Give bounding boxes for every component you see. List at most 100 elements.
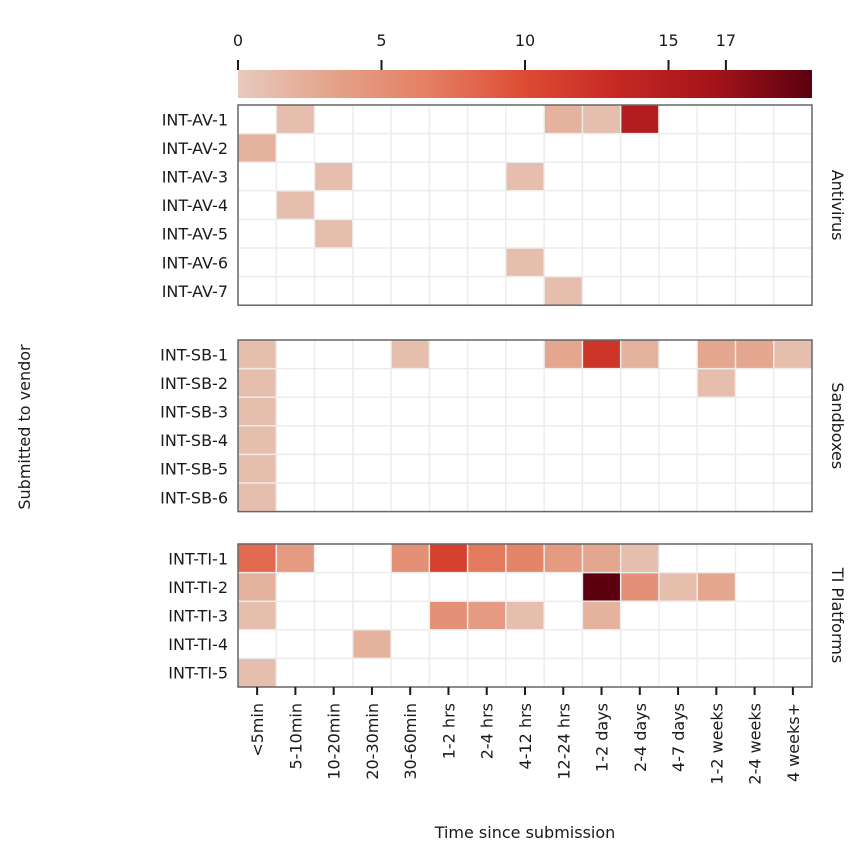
row-label: INT-AV-3	[162, 168, 228, 187]
x-axis: <5min 5-10min 10-20min 20-30min 30-60min 1-2 …	[248, 687, 803, 785]
panel-strip-label: TI Platforms	[828, 567, 847, 663]
y-axis-title: Submitted to vendor	[15, 344, 34, 510]
x-tick-label: 2-4 hrs	[478, 703, 497, 759]
colorbar: 0 5 10 15 17	[233, 31, 812, 98]
x-tick-label: 1-2 weeks	[707, 703, 726, 785]
row-label: INT-AV-4	[162, 196, 228, 215]
heatmap-cell	[658, 572, 698, 602]
row-label: INT-AV-1	[162, 110, 228, 129]
x-tick-label: <5min	[248, 703, 267, 757]
heatmap-cell	[544, 544, 583, 573]
colorbar-ticks: 0 5 10 15 17	[233, 31, 736, 70]
heatmap-panels: INT-AV-1 INT-AV-2 INT-AV-3 INT-AV-4 INT-AV-5…	[160, 104, 847, 688]
panel-border	[237, 339, 813, 513]
heatmap-cell	[238, 483, 277, 512]
heatmap-cell	[429, 544, 468, 573]
heatmap-cell	[582, 572, 621, 602]
x-tick-label: 4-12 hrs	[516, 703, 535, 769]
row-label: INT-SB-3	[160, 403, 228, 422]
colorbar-tick-label: 10	[515, 31, 535, 50]
heatmap-cell	[697, 572, 736, 602]
x-tick-label: 20-30min	[363, 703, 382, 780]
heatmap-cell	[276, 544, 315, 573]
x-axis-title: Time since submission	[434, 823, 616, 842]
heatmap-cell	[544, 105, 583, 134]
row-label: INT-TI-2	[168, 578, 228, 597]
heatmap-cell	[352, 629, 392, 659]
panel-ti-platforms: INT-TI-1 INT-TI-2 INT-TI-3 INT-TI-4 INT-TI-5…	[168, 543, 847, 688]
heatmap-cell	[735, 340, 774, 369]
row-label: INT-TI-1	[168, 549, 228, 568]
x-tick-label: 2-4 weeks	[746, 703, 765, 785]
heatmap-cell	[238, 425, 277, 455]
heatmap-cell	[276, 190, 315, 220]
row-label: INT-AV-5	[162, 225, 228, 244]
heatmap-cell	[467, 601, 506, 630]
heatmap-cell	[773, 340, 812, 369]
row-label: INT-SB-2	[160, 374, 228, 393]
heatmap-cell	[582, 544, 621, 573]
heatmap-cell	[238, 368, 277, 398]
row-label: INT-AV-6	[162, 253, 228, 272]
x-tick-label: 1-2 days	[593, 703, 612, 772]
row-label: INT-SB-4	[160, 431, 228, 450]
heatmap-cell	[544, 340, 583, 369]
heatmap-cell	[276, 105, 315, 134]
heatmap-cell	[391, 544, 430, 573]
heatmap-cell	[697, 368, 736, 398]
heatmap-cell	[238, 397, 277, 426]
heatmap-cell	[238, 340, 277, 369]
row-label: INT-TI-4	[168, 635, 228, 654]
heatmap-cell	[582, 105, 621, 134]
x-tick-label: 5-10min	[286, 703, 305, 769]
x-tick-label: 30-60min	[401, 703, 420, 780]
panel-antivirus: INT-AV-1 INT-AV-2 INT-AV-3 INT-AV-4 INT-AV-5…	[162, 104, 847, 306]
heatmap-cell	[467, 544, 506, 573]
row-label: INT-TI-3	[168, 607, 228, 626]
heatmap-cell	[620, 340, 659, 369]
heatmap-cell	[238, 544, 277, 573]
heatmap-cell	[620, 544, 659, 573]
x-tick-label: 2-4 days	[631, 703, 650, 772]
row-label: INT-SB-6	[160, 488, 228, 507]
heatmap-cell	[505, 544, 545, 573]
row-label: INT-AV-7	[162, 282, 228, 301]
x-tick-label: 4-7 days	[669, 703, 688, 772]
colorbar-tick-label: 0	[233, 31, 243, 50]
heatmap-cell	[620, 105, 659, 134]
heatmap-cell	[582, 340, 621, 369]
panel-sandboxes: INT-SB-1 INT-SB-2 INT-SB-3 INT-SB-4 INT-SB-5…	[160, 339, 847, 513]
colorbar-tick-label: 15	[658, 31, 678, 50]
heatmap-cell	[238, 658, 277, 687]
heatmap-cell	[620, 572, 659, 602]
heatmap-cell	[544, 276, 583, 306]
row-label: INT-TI-5	[168, 664, 228, 683]
heatmap-cell	[582, 601, 621, 630]
colorbar-tick-label: 5	[376, 31, 386, 50]
row-label: INT-SB-1	[160, 345, 228, 364]
x-tick-label: 10-20min	[325, 703, 344, 780]
heatmap-cell	[391, 340, 430, 369]
row-label: INT-SB-5	[160, 460, 228, 479]
panel-border	[237, 104, 813, 306]
colorbar-tick-label: 17	[716, 31, 736, 50]
heatmap-cell	[505, 601, 545, 630]
heatmap-cell	[505, 248, 545, 277]
heatmap-cell	[314, 162, 353, 191]
heatmap-cell	[238, 601, 277, 630]
heatmap-cell	[505, 162, 545, 191]
heatmap-cell	[314, 219, 353, 248]
panel-strip-label: Sandboxes	[828, 382, 847, 469]
heatmap-cell	[238, 133, 277, 163]
heatmap-cell	[238, 572, 277, 602]
x-tick-label: 4 weeks+	[784, 703, 803, 782]
row-label: INT-AV-2	[162, 139, 228, 158]
colorbar-gradient	[238, 70, 812, 98]
x-tick-label: 1-2 hrs	[439, 703, 458, 759]
heatmap-cell	[429, 601, 468, 630]
panel-strip-label: Antivirus	[828, 170, 847, 241]
x-tick-label: 12-24 hrs	[554, 703, 573, 780]
heatmap-cell	[238, 454, 277, 483]
heatmap-cell	[697, 340, 736, 369]
